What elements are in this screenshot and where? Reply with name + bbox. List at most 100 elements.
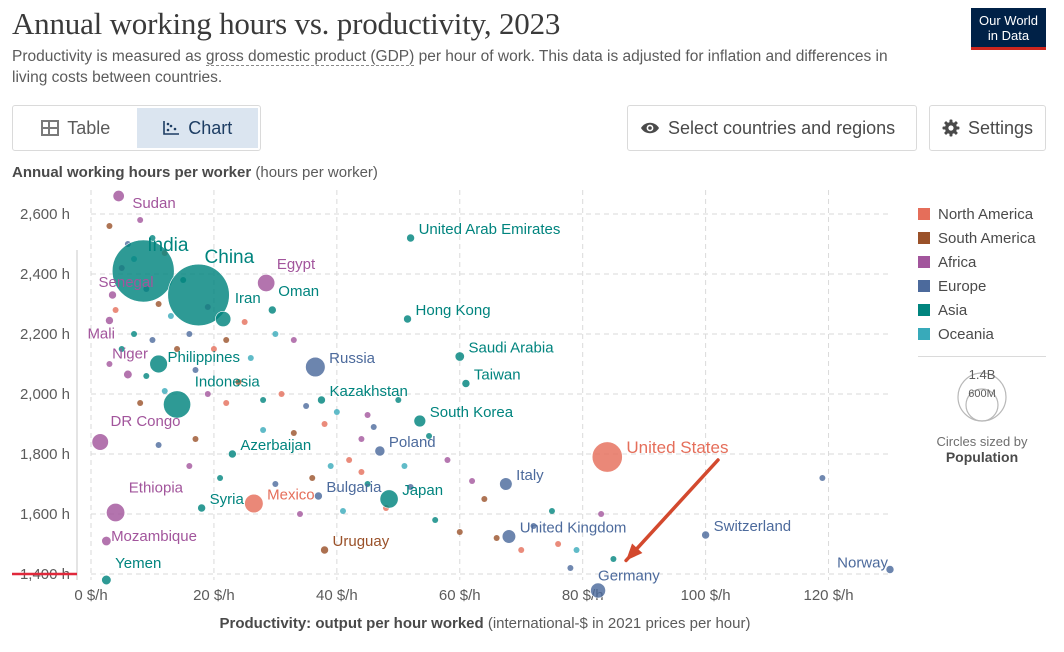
data-label: India <box>147 235 189 256</box>
gdp-definition-link[interactable]: gross domestic product (GDP) <box>205 48 415 66</box>
data-point <box>272 331 279 337</box>
legend-item[interactable]: Asia <box>918 298 1036 322</box>
legend-label: Europe <box>938 277 987 295</box>
legend-item[interactable]: North America <box>918 202 1036 226</box>
owid-logo[interactable]: Our World in Data <box>971 8 1046 50</box>
legend-item[interactable]: Europe <box>918 274 1036 298</box>
data-label: Kazakhstan <box>329 383 407 400</box>
chart-icon <box>163 121 180 135</box>
data-point <box>548 508 555 514</box>
eye-icon <box>641 122 659 134</box>
data-label: Hong Kong <box>416 302 491 319</box>
data-point <box>247 355 254 361</box>
data-point <box>215 310 232 328</box>
data-point <box>91 433 109 451</box>
settings-label: Settings <box>967 117 1033 138</box>
y-tick-label: 1,600 h <box>20 506 70 523</box>
data-point <box>518 547 525 553</box>
data-point <box>228 449 237 459</box>
chart-title: Annual working hours vs. productivity, 2… <box>12 6 561 41</box>
data-label: United Arab Emirates <box>419 221 561 238</box>
data-label: Japan <box>402 482 443 499</box>
scatter-plot[interactable]: 1,400 h1,600 h1,800 h2,000 h2,200 h2,400… <box>0 190 910 630</box>
data-point <box>701 530 710 540</box>
data-label: Bulgaria <box>326 479 382 496</box>
size-legend: 1.4B 600M Circles sized by Population <box>918 356 1046 465</box>
tab-chart[interactable]: Chart <box>136 108 258 148</box>
data-point <box>241 319 248 325</box>
data-point <box>407 484 414 490</box>
data-point <box>370 424 377 430</box>
x-axis-title: Productivity: output per hour worked (in… <box>0 615 970 632</box>
data-point <box>105 316 114 325</box>
data-point <box>149 354 168 374</box>
data-label: Philippines <box>167 349 240 366</box>
data-point <box>321 421 328 427</box>
y-axis-title-unit: (hours per worker) <box>251 164 378 181</box>
chart-subtitle: Productivity is measured as gross domest… <box>12 46 912 88</box>
legend-item[interactable]: Africa <box>918 250 1036 274</box>
data-point <box>305 356 326 378</box>
data-label: China <box>205 247 255 268</box>
data-point <box>290 430 297 436</box>
data-point <box>167 263 230 327</box>
select-countries-button[interactable]: Select countries and regions <box>627 105 917 151</box>
tab-table-label: Table <box>67 117 111 138</box>
data-point <box>278 391 285 397</box>
data-point <box>290 337 297 343</box>
data-point <box>235 379 242 385</box>
data-point <box>374 445 386 457</box>
data-point <box>244 493 264 514</box>
logo-line-1: Our World <box>979 12 1038 28</box>
data-label: Switzerland <box>714 518 792 535</box>
data-point <box>339 508 346 514</box>
data-point <box>137 400 144 406</box>
gear-icon <box>942 119 960 137</box>
y-tick-label: 2,200 h <box>20 326 70 343</box>
data-point <box>197 503 206 513</box>
x-axis-title-main: Productivity: output per hour worked <box>219 615 484 632</box>
data-point <box>309 475 316 481</box>
data-point <box>155 301 162 307</box>
legend-swatch <box>918 256 930 268</box>
data-point <box>223 337 230 343</box>
data-point <box>106 361 113 367</box>
data-point <box>555 541 562 547</box>
arrow-shaft <box>624 458 720 563</box>
y-axis-title-main: Annual working hours per worker <box>12 164 252 181</box>
legend-item[interactable]: South America <box>918 226 1036 250</box>
data-point <box>444 457 451 463</box>
data-label: Taiwan <box>474 367 521 384</box>
legend-label: Africa <box>938 253 977 271</box>
legend-item[interactable]: Oceania <box>918 322 1036 346</box>
data-point <box>155 442 162 448</box>
data-point <box>112 307 119 313</box>
data-point <box>163 390 191 419</box>
data-label: Egypt <box>277 256 316 273</box>
data-label: United Kingdom <box>520 520 627 537</box>
data-point <box>217 475 224 481</box>
legend-swatch <box>918 232 930 244</box>
data-point <box>106 223 113 229</box>
data-point <box>131 331 138 337</box>
tab-table[interactable]: Table <box>15 108 137 148</box>
data-point <box>591 441 623 473</box>
data-point <box>296 511 303 517</box>
data-point <box>379 489 399 509</box>
data-point <box>567 565 574 571</box>
data-label: Syria <box>210 491 245 508</box>
data-point <box>461 379 471 388</box>
data-point <box>260 427 267 433</box>
data-point <box>401 463 408 469</box>
data-label: Oman <box>278 283 319 300</box>
size-legend-large-label: 1.4B <box>969 367 996 382</box>
data-point <box>161 388 168 394</box>
data-point <box>456 529 463 535</box>
settings-button[interactable]: Settings <box>929 105 1046 151</box>
data-label: Germany <box>598 568 660 585</box>
legend-swatch <box>918 328 930 340</box>
logo-line-2: in Data <box>987 27 1030 43</box>
data-label: Yemen <box>115 555 161 572</box>
data-point <box>327 463 334 469</box>
data-point <box>314 491 323 501</box>
